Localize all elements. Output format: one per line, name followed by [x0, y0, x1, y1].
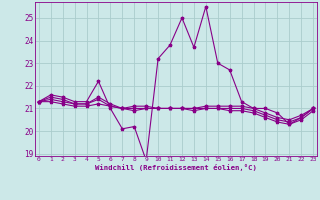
X-axis label: Windchill (Refroidissement éolien,°C): Windchill (Refroidissement éolien,°C) [95, 164, 257, 171]
